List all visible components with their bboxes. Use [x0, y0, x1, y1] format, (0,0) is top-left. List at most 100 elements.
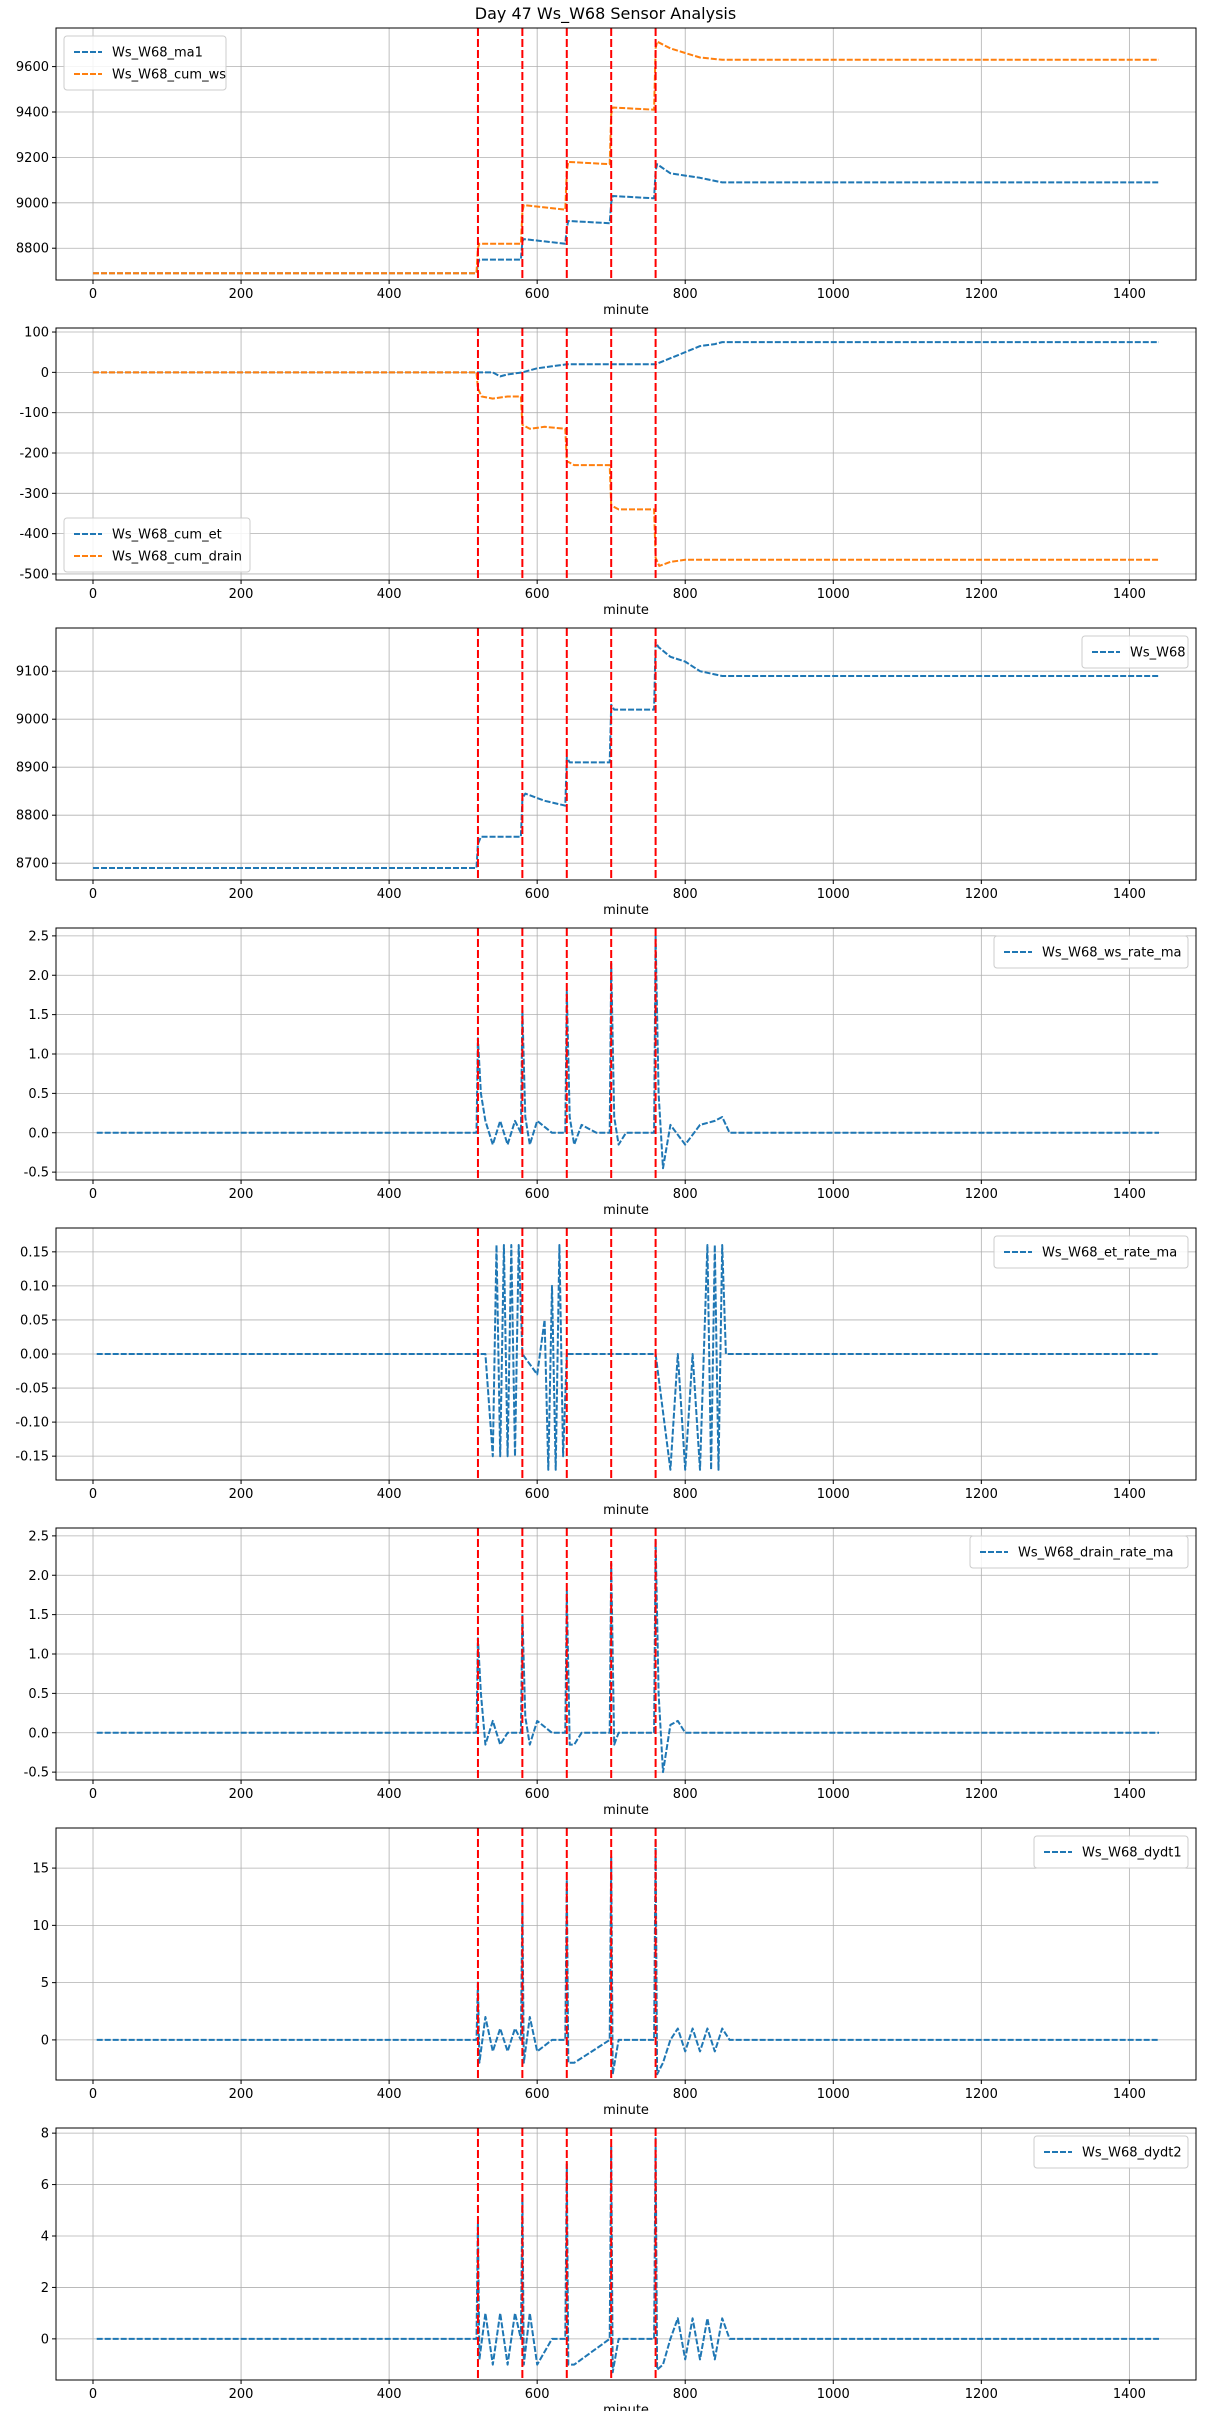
x-tick-label: 800 [673, 2087, 698, 2102]
x-tick-label: 1400 [1113, 1187, 1146, 1202]
y-tick-label: -0.05 [15, 1382, 49, 1397]
legend: Ws_W68_dydt1 [1033, 1835, 1189, 1869]
x-tick-label: 600 [525, 2087, 550, 2102]
plot-area [96, 1244, 1159, 1471]
x-tick-label: 600 [525, 587, 550, 602]
x-tick-label: 1400 [1113, 587, 1146, 602]
grid [56, 2128, 1196, 2380]
legend: Ws_W68_ma1 Ws_W68_cum_ws [63, 35, 227, 91]
x-tick-label: 600 [525, 1187, 550, 1202]
legend-label: Ws_W68_dydt1 [1082, 1846, 1182, 1861]
legend-frame [63, 517, 251, 573]
x-axis-label: minute [603, 1803, 649, 1818]
x-tick-label: 800 [673, 587, 698, 602]
x-tick-label: 800 [673, 1187, 698, 1202]
legend: Ws_W68 [1081, 635, 1189, 669]
x-tick-label: 600 [525, 1787, 550, 1802]
x-tick-label: 1200 [965, 287, 998, 302]
x-tick-label: 1000 [817, 1487, 850, 1502]
x-tick-label: 0 [89, 1187, 97, 1202]
y-tick-label: 0.15 [20, 1245, 49, 1260]
legend-label: Ws_W68_dydt2 [1082, 2146, 1182, 2161]
legend-label: Ws_W68_ma1 [112, 46, 203, 61]
x-tick-label: 1200 [965, 1787, 998, 1802]
y-tick-label: 2.5 [28, 929, 49, 944]
legend-label: Ws_W68_cum_drain [112, 550, 242, 565]
y-tick-label: 1.0 [28, 1648, 49, 1663]
x-tick-label: 600 [525, 887, 550, 902]
series-line [93, 371, 1159, 567]
y-tick-label: 0.05 [20, 1313, 49, 1328]
axes-frame [55, 1827, 1197, 2081]
axes-frame [55, 327, 1197, 581]
x-tick-label: 200 [229, 1487, 254, 1502]
legend-label: Ws_W68_cum_et [112, 528, 222, 543]
x-tick-label: 1400 [1113, 887, 1146, 902]
y-tick-label: 0.5 [28, 1687, 49, 1702]
y-tick-label: 0 [41, 366, 49, 381]
x-tick-label: 1200 [965, 2087, 998, 2102]
x-tick-label: 1000 [817, 1187, 850, 1202]
y-tick-label: 15 [32, 1862, 49, 1877]
x-tick-label: 200 [229, 587, 254, 602]
plot-area [96, 934, 1159, 1170]
x-tick-label: 0 [89, 587, 97, 602]
y-tick-label: -400 [19, 527, 49, 542]
x-tick-label: 400 [377, 1487, 402, 1502]
y-tick-label: 9100 [16, 665, 49, 680]
y-tick-label: 8900 [16, 761, 49, 776]
subplot-3: 0 200 400 600 800 1000 1200 1400 8700 8800 8900 900… [16, 627, 1197, 918]
y-tick-label: -100 [19, 406, 49, 421]
y-tick-label: 2.0 [28, 969, 49, 984]
y-tick-label: 9000 [16, 713, 49, 728]
y-tick-label: 4 [41, 2230, 49, 2245]
legend-frame [1033, 1835, 1189, 1869]
plot-area [93, 641, 1159, 869]
x-tick-label: 1400 [1113, 1787, 1146, 1802]
series-line [93, 40, 1159, 275]
x-tick-label: 1000 [817, 587, 850, 602]
y-tick-label: -300 [19, 487, 49, 502]
x-tick-label: 1200 [965, 887, 998, 902]
legend-label: Ws_W68_cum_ws [112, 68, 226, 83]
legend-frame [63, 35, 227, 91]
subplot-8: 0 200 400 600 800 1000 1200 1400 0 2 4 6 8 minute Ws_W… [41, 2127, 1197, 2411]
y-tick-label: 0.00 [20, 1348, 49, 1363]
series-line [96, 1838, 1159, 2076]
legend: Ws_W68_dydt2 [1033, 2135, 1189, 2169]
x-tick-label: 800 [673, 1487, 698, 1502]
y-tick-label: -0.5 [24, 1766, 49, 1781]
x-axis-label: minute [603, 2103, 649, 2118]
x-axis-label: minute [603, 603, 649, 618]
plot-area [96, 1538, 1159, 1774]
y-tick-label: 8800 [16, 242, 49, 257]
y-tick-label: -0.10 [15, 1416, 49, 1431]
subplot-2: 0 200 400 600 800 1000 1200 1400-500-400-300-20… [19, 326, 1197, 618]
x-tick-label: 0 [89, 1487, 97, 1502]
x-tick-label: 600 [525, 287, 550, 302]
axes-frame [55, 27, 1197, 281]
y-tick-label: 6 [41, 2178, 49, 2193]
x-axis-label: minute [603, 1203, 649, 1218]
series-line [93, 341, 1159, 378]
x-tick-label: 200 [229, 887, 254, 902]
x-tick-label: 0 [89, 287, 97, 302]
x-tick-label: 1400 [1113, 2087, 1146, 2102]
x-tick-label: 1000 [817, 2087, 850, 2102]
y-tick-label: 0.10 [20, 1279, 49, 1294]
y-tick-label: 2.5 [28, 1529, 49, 1544]
x-tick-label: 1400 [1113, 287, 1146, 302]
plot-area [96, 1838, 1159, 2076]
y-tick-label: -0.15 [15, 1450, 49, 1465]
x-axis-label: minute [603, 303, 649, 318]
series-line [96, 1244, 1159, 1471]
x-tick-label: 400 [377, 587, 402, 602]
subplot-1: 0 200 400 600 800 1000 1200 1400 8800 9000 9200 940… [16, 27, 1197, 318]
grid [56, 1828, 1196, 2080]
legend: Ws_W68_cum_et Ws_W68_cum_drain [63, 517, 251, 573]
y-tick-label: 0.0 [28, 1726, 49, 1741]
y-tick-label: 8 [41, 2127, 49, 2142]
x-tick-label: 1200 [965, 1487, 998, 1502]
x-tick-label: 1200 [965, 2387, 998, 2402]
